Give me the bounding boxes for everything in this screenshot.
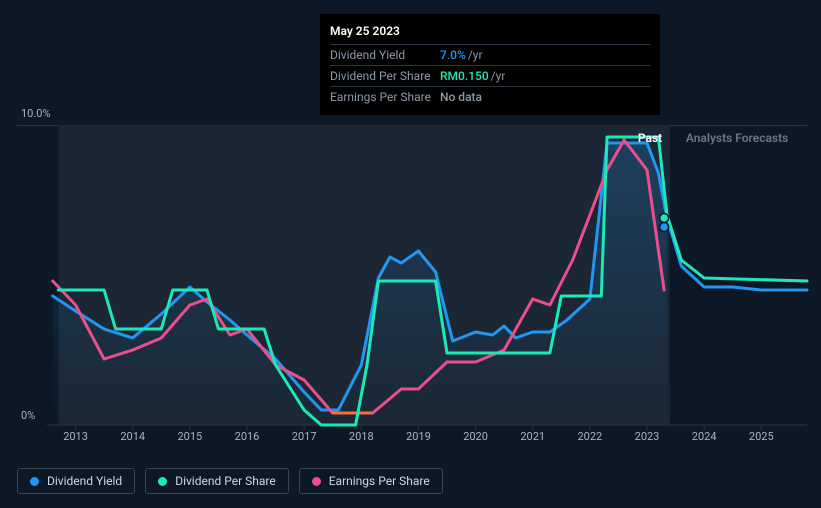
x-tick-label: 2016 xyxy=(235,430,260,443)
legend-dot-icon xyxy=(312,477,321,486)
legend-item-eps[interactable]: Earnings Per Share xyxy=(299,468,443,494)
chart-legend: Dividend Yield Dividend Per Share Earnings… xyxy=(17,468,443,494)
x-tick-label: 2021 xyxy=(520,430,545,443)
x-tick-label: 2022 xyxy=(577,430,602,443)
tooltip-label: Dividend Per Share xyxy=(330,69,440,83)
legend-item-dy[interactable]: Dividend Yield xyxy=(17,468,135,494)
tooltip-date: May 25 2023 xyxy=(330,20,650,44)
region-label-past: Past xyxy=(638,131,662,145)
tooltip-suffix: /yr xyxy=(491,69,506,83)
x-tick-label: 2020 xyxy=(463,430,488,443)
x-tick-label: 2015 xyxy=(177,430,202,443)
x-tick-label: 2025 xyxy=(749,430,774,443)
x-tick-label: 2014 xyxy=(120,430,145,443)
x-tick-label: 2019 xyxy=(406,430,431,443)
tooltip-row: Dividend Yield7.0%/yr xyxy=(330,44,650,65)
legend-dot-icon xyxy=(158,477,167,486)
legend-dot-icon xyxy=(30,477,39,486)
y-axis-min: 0% xyxy=(21,409,35,422)
region-label-forecast: Analysts Forecasts xyxy=(686,131,788,145)
x-tick-label: 2023 xyxy=(635,430,660,443)
legend-label: Dividend Per Share xyxy=(175,474,276,488)
x-tick-label: 2018 xyxy=(349,430,374,443)
chart-plot[interactable] xyxy=(47,125,807,425)
tooltip-value: RM0.150 xyxy=(440,69,489,83)
y-axis-max: 10.0% xyxy=(21,107,51,120)
legend-label: Earnings Per Share xyxy=(329,474,430,488)
tooltip-label: Dividend Yield xyxy=(330,48,440,62)
x-tick-label: 2017 xyxy=(292,430,317,443)
x-tick-label: 2013 xyxy=(63,430,88,443)
dividend-chart: 10.0% 0% Past Analysts Forecasts 2013 201… xyxy=(17,100,807,448)
x-tick-label: 2024 xyxy=(692,430,717,443)
tooltip-value: 7.0% xyxy=(440,48,466,62)
tooltip-suffix: /yr xyxy=(468,48,483,62)
legend-item-dps[interactable]: Dividend Per Share xyxy=(145,468,289,494)
legend-label: Dividend Yield xyxy=(47,474,122,488)
tooltip-row: Dividend Per ShareRM0.150/yr xyxy=(330,65,650,86)
